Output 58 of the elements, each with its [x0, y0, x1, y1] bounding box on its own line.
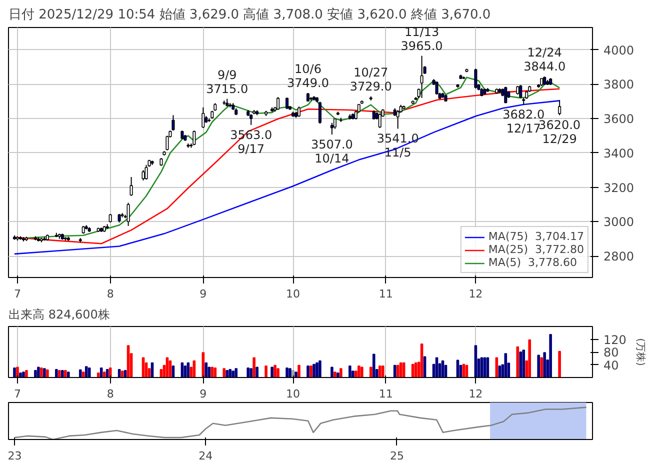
annotation: 3620.0 12/29	[538, 118, 581, 146]
x-tick-label: 24	[198, 450, 213, 462]
x-tick-label: 11	[378, 388, 393, 400]
y-tick-label: 3600	[604, 112, 634, 126]
y-tick-label: 120	[604, 332, 626, 347]
x-tick-label: 7	[14, 388, 21, 400]
candlestick	[558, 100, 562, 116]
candlestick	[420, 55, 424, 98]
candlestick	[144, 164, 148, 180]
candlestick	[435, 81, 438, 96]
annotation: 10/27 3729.0	[350, 65, 392, 94]
y-tick-label: 3000	[604, 215, 634, 230]
legend-label: MA(5) 3,778.60	[488, 256, 577, 269]
x-tick-label: 10	[286, 288, 300, 300]
x-tick-label: 9	[200, 388, 207, 400]
candlestick	[202, 106, 205, 129]
annotation: 10/6 3749.0	[286, 62, 329, 90]
candlestick	[378, 112, 382, 129]
x-tick-label: 9	[200, 288, 207, 300]
candlestick	[126, 202, 130, 226]
x-tick-label: 8	[106, 388, 114, 400]
annotation: 3541.0 11/5	[376, 132, 419, 160]
y-tick-label: 40	[604, 358, 619, 372]
candlestick	[142, 170, 145, 181]
x-tick-label: 8	[106, 288, 114, 300]
legend-label: MA(25) 3,772.80	[488, 243, 584, 256]
x-tick-label: 7	[14, 288, 21, 300]
candlestick	[286, 97, 289, 110]
x-tick-label: 25	[390, 450, 404, 462]
candlestick	[276, 96, 280, 110]
y-tick-label: 3800	[604, 78, 634, 92]
candlestick	[372, 110, 376, 120]
candlestick	[330, 122, 334, 136]
x-tick-label: 10	[286, 388, 300, 400]
candlestick	[318, 101, 322, 124]
candlestick	[474, 68, 478, 89]
y-axis-title: (万株)	[634, 338, 646, 366]
candlestick	[172, 114, 175, 132]
candlestick	[297, 106, 301, 118]
y-tick-label: 3200	[604, 180, 634, 195]
annotation: 3507.0 10/14	[310, 138, 353, 166]
y-tick-label: 80	[604, 346, 619, 360]
chart-title: 日付 2025/12/29 10:54 始値 3,629.0 高値 3,708.0 安値 3,620.0 終値 3,670.0	[8, 6, 491, 22]
chart-title: 出来高 824,600株	[8, 308, 110, 322]
candlestick	[519, 84, 522, 98]
candlestick	[192, 130, 196, 146]
legend-label: MA(75) 3,704.17	[488, 230, 584, 243]
x-tick-label: 12	[468, 288, 483, 300]
x-tick-label: 11	[378, 288, 393, 300]
y-tick-label: 2800	[604, 250, 634, 264]
x-tick-label: 12	[468, 388, 483, 400]
candlestick	[130, 176, 133, 196]
y-tick-label: 3400	[604, 146, 634, 160]
candlestick	[396, 109, 400, 130]
annotation: 9/9 3715.0	[206, 68, 248, 96]
annotation: 12/24 3844.0	[524, 46, 566, 74]
y-tick-label: 4000	[604, 43, 634, 58]
x-tick-label: 23	[8, 450, 22, 462]
